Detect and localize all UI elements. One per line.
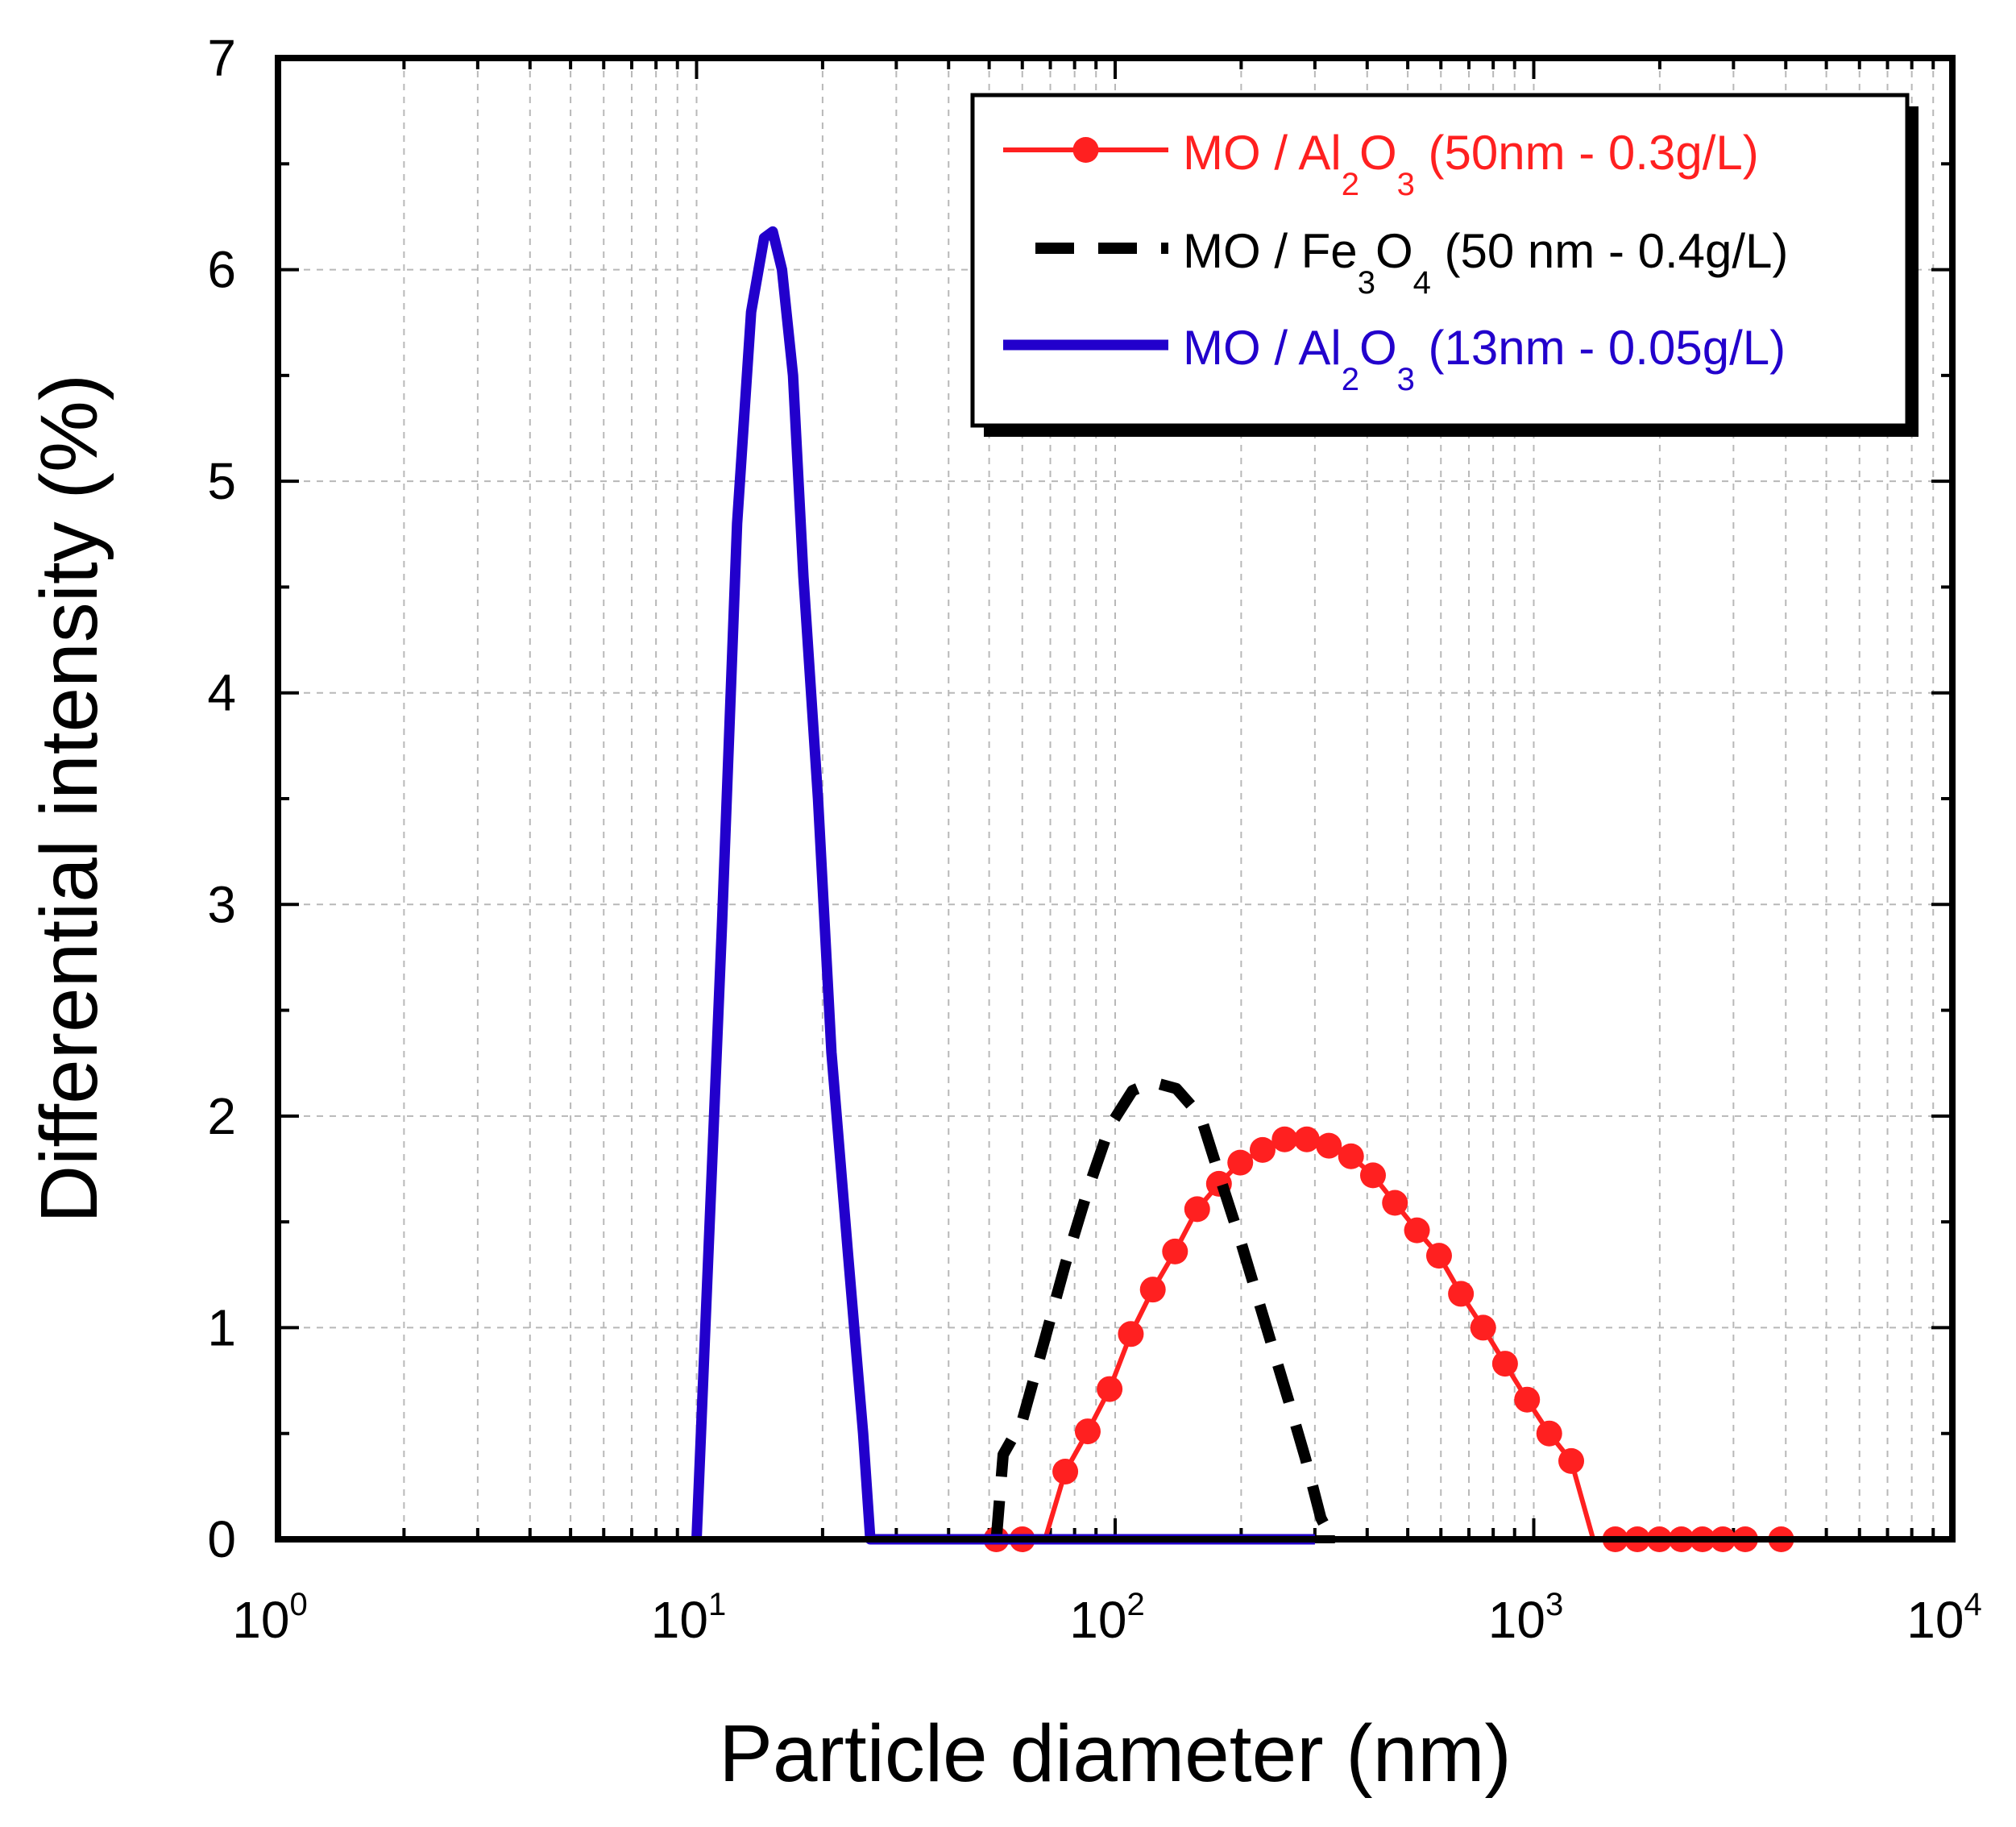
series-1-point	[1271, 1126, 1298, 1152]
legend-label-1: MO / Al2O3 (50nm - 0.3g/L)	[1183, 126, 1759, 202]
x-tick-label: 104	[1906, 1587, 1981, 1649]
x-tick-label: 101	[651, 1587, 726, 1649]
series-2-line	[990, 1076, 1338, 1545]
y-tick-label: 1	[207, 1298, 236, 1356]
x-axis-title: Particle diameter (nm)	[719, 1709, 1512, 1799]
series-1-point	[1470, 1314, 1496, 1341]
series-1-point	[1293, 1126, 1320, 1152]
series-1-point	[1404, 1217, 1430, 1244]
series-1-point	[1448, 1281, 1475, 1307]
series-1-point	[1074, 1418, 1101, 1445]
legend-marker-1	[1072, 137, 1099, 163]
series-1-point	[1359, 1162, 1386, 1189]
series-1-point	[1139, 1277, 1166, 1303]
series-1-point	[1425, 1243, 1452, 1269]
series-1-point	[1118, 1321, 1144, 1347]
series-3-line	[691, 226, 1315, 1545]
y-tick-label: 5	[207, 452, 236, 510]
legend-label-3: MO / Al2O3 (13nm - 0.05g/L)	[1183, 321, 1786, 397]
y-tick-label: 7	[207, 29, 236, 87]
series-1-point	[1249, 1136, 1276, 1163]
x-tick-label: 102	[1069, 1587, 1144, 1649]
series-1-point	[1491, 1351, 1518, 1377]
series-1-point	[1338, 1143, 1364, 1169]
y-tick-label: 6	[207, 241, 236, 299]
series-1-point	[1162, 1238, 1188, 1264]
y-tick-label: 2	[207, 1087, 236, 1145]
plot-frame	[275, 55, 1956, 1543]
legend-label-2: MO / Fe3O4 (50 nm - 0.4g/L)	[1183, 224, 1788, 301]
legend: MO / Al2O3 (50nm - 0.3g/L) MO / Fe3O4 (50…	[970, 93, 1919, 437]
series-1-point	[1052, 1458, 1079, 1484]
series-1-point	[1382, 1190, 1408, 1216]
y-tick-label: 3	[207, 875, 236, 933]
series-1-point	[1558, 1447, 1585, 1474]
series-1-point	[1097, 1376, 1123, 1402]
series-1-point	[1227, 1149, 1254, 1176]
series-1-point	[1184, 1196, 1210, 1223]
series-1-point	[1536, 1420, 1562, 1447]
y-tick-label: 4	[207, 664, 236, 722]
x-tick-label: 100	[232, 1587, 307, 1649]
y-tick-label: 0	[207, 1510, 236, 1568]
series-3	[691, 226, 1315, 1545]
series-1-point	[1316, 1132, 1342, 1159]
y-axis-title: Differential intensity (%)	[24, 374, 114, 1223]
series-1-point	[1514, 1386, 1541, 1413]
x-tick-label: 103	[1488, 1587, 1563, 1649]
